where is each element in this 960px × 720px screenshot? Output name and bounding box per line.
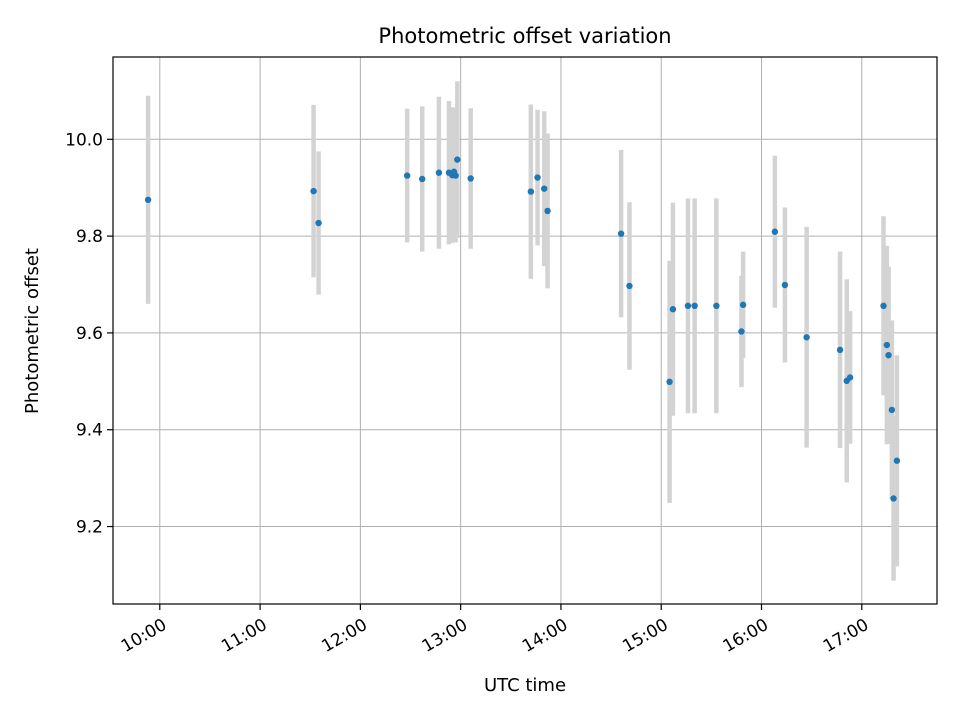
- data-point: [419, 175, 426, 183]
- data-point: [883, 341, 891, 349]
- x-tick-label: 10:00: [118, 615, 170, 657]
- data-points: [144, 156, 901, 502]
- data-point: [403, 172, 411, 179]
- data-point: [467, 175, 474, 182]
- y-axis-label: Photometric offset: [22, 248, 43, 414]
- data-point: [541, 185, 548, 192]
- y-tick-label: 9.2: [76, 518, 103, 538]
- y-tick-label: 10.0: [65, 130, 103, 150]
- data-point: [452, 172, 459, 179]
- x-axis-label: UTC time: [484, 675, 566, 696]
- data-point: [738, 328, 745, 335]
- data-point: [527, 188, 535, 195]
- grid: [113, 57, 937, 604]
- data-point: [669, 306, 677, 313]
- y-tick-label: 9.8: [76, 227, 103, 247]
- y-tick-label: 9.6: [76, 324, 103, 344]
- data-point: [544, 207, 551, 215]
- x-axis-ticks: 10:00 11:00 12:00 13:00 14:00 15:00 16:00 17:00: [118, 604, 872, 657]
- plot-frame: [112, 56, 938, 605]
- data-point: [888, 406, 896, 414]
- data-point: [880, 302, 887, 310]
- data-point: [626, 282, 633, 290]
- data-point: [534, 174, 541, 181]
- data-point: [781, 281, 789, 289]
- data-point: [435, 169, 443, 176]
- y-tick-label: 9.4: [76, 421, 103, 441]
- data-point: [454, 156, 461, 163]
- data-point: [684, 302, 692, 310]
- data-point: [846, 374, 854, 381]
- x-tick-label: 11:00: [218, 615, 270, 657]
- data-point: [691, 302, 698, 310]
- data-point: [890, 495, 897, 502]
- data-point: [836, 346, 844, 354]
- chart-title: Photometric offset variation: [378, 24, 671, 48]
- data-point: [666, 378, 673, 386]
- data-point: [893, 457, 901, 464]
- x-tick-label: 13:00: [419, 615, 471, 657]
- y-axis-ticks: 9.2 9.4 9.6 9.8 10.0: [65, 130, 113, 538]
- x-tick-label: 16:00: [720, 615, 772, 657]
- x-tick-label: 15:00: [619, 615, 671, 657]
- data-point: [803, 334, 810, 341]
- data-point: [739, 301, 747, 309]
- x-tick-label: 14:00: [519, 615, 571, 657]
- data-point: [885, 351, 892, 359]
- data-point: [713, 302, 720, 310]
- data-point: [771, 228, 779, 235]
- x-tick-label: 17:00: [820, 615, 872, 657]
- data-point: [617, 230, 625, 237]
- data-point: [315, 219, 322, 227]
- data-point: [144, 196, 152, 204]
- data-point: [310, 187, 317, 195]
- x-tick-label: 12:00: [318, 615, 370, 657]
